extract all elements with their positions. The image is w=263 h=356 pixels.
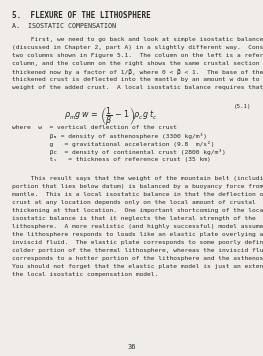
Text: isostatic balance is that it neglects the lateral strength of the: isostatic balance is that it neglects th… (12, 216, 256, 221)
Text: You should not forget that the elastic plate model is just an extension of: You should not forget that the elastic p… (12, 264, 263, 269)
Text: tₛ   = thickness of reference crust (35 km): tₛ = thickness of reference crust (35 km… (12, 157, 211, 162)
Text: g   = gravitational acceleration (9.8  m/s²): g = gravitational acceleration (9.8 m/s²… (12, 141, 214, 147)
Text: $\rho_m g\, w\, =\, \left(\dfrac{1}{\beta}\, -\, 1\right)\!\rho_c\, g\, t_c$: $\rho_m g\, w\, =\, \left(\dfrac{1}{\bet… (64, 105, 157, 127)
Text: mantle.  This is a local isostatic balance in that the deflection of the: mantle. This is a local isostatic balanc… (12, 192, 263, 197)
Text: the lithosphere responds to loads like an elastic plate overlying an: the lithosphere responds to loads like a… (12, 232, 263, 237)
Text: two columns shown in Figure 5.1.  The column on the left is a reference: two columns shown in Figure 5.1. The col… (12, 53, 263, 58)
Text: where  w  = vertical deflection of the crust: where w = vertical deflection of the cru… (12, 125, 177, 130)
Text: ρc  = density of continental crust (2800 kg/m³): ρc = density of continental crust (2800 … (12, 149, 226, 155)
Text: weight of the added crust.  A local isostatic balance requires that:: weight of the added crust. A local isost… (12, 85, 263, 90)
Text: thickening at that location.  One important shortcoming of the local: thickening at that location. One importa… (12, 208, 263, 213)
Text: thickened crust is deflected into the mantle by an amount w due to the: thickened crust is deflected into the ma… (12, 77, 263, 82)
Text: lithosphere.  A more realistic (and highly successful) model assumes that: lithosphere. A more realistic (and highl… (12, 224, 263, 229)
Text: corresponds to a hotter portion of the lithosphere and the asthenosphere.: corresponds to a hotter portion of the l… (12, 256, 263, 261)
Text: crust at any location depends only on the local amount of crustal: crust at any location depends only on th… (12, 199, 256, 205)
Text: thickened now by a factor of 1/β, where 0 < β < 1.  The base of the: thickened now by a factor of 1/β, where … (12, 69, 263, 75)
Text: This result says that the weight of the mountain belt (including the: This result says that the weight of the … (12, 176, 263, 180)
Text: column, and the column on the right shows the same crustal section: column, and the column on the right show… (12, 61, 259, 66)
Text: A.  ISOSTATIC COMPENSATION: A. ISOSTATIC COMPENSATION (12, 23, 116, 29)
Text: (discussed in Chapter 2, part A) in a slightly different way.  Consider the: (discussed in Chapter 2, part A) in a sl… (12, 45, 263, 50)
Text: portion that lies below datum) is balanced by a buoyancy force from the: portion that lies below datum) is balanc… (12, 184, 263, 189)
Text: colder portion of the thermal lithosphere, whereas the inviscid fluid: colder portion of the thermal lithospher… (12, 248, 263, 253)
Text: (5.1): (5.1) (234, 104, 251, 109)
Text: the local isostatic compensation model.: the local isostatic compensation model. (12, 272, 158, 277)
Text: 5.  FLEXURE OF THE LITHOSPHERE: 5. FLEXURE OF THE LITHOSPHERE (12, 11, 151, 20)
Text: First, we need to go back and look at simple isostatic balances: First, we need to go back and look at si… (12, 37, 263, 42)
Text: 36: 36 (127, 344, 136, 350)
Text: inviscid fluid.  The elastic plate corresponds to some poorly defined,: inviscid fluid. The elastic plate corres… (12, 240, 263, 245)
Text: ρₘ = density of asthenosphere (3300 kg/m³): ρₘ = density of asthenosphere (3300 kg/m… (12, 133, 207, 139)
